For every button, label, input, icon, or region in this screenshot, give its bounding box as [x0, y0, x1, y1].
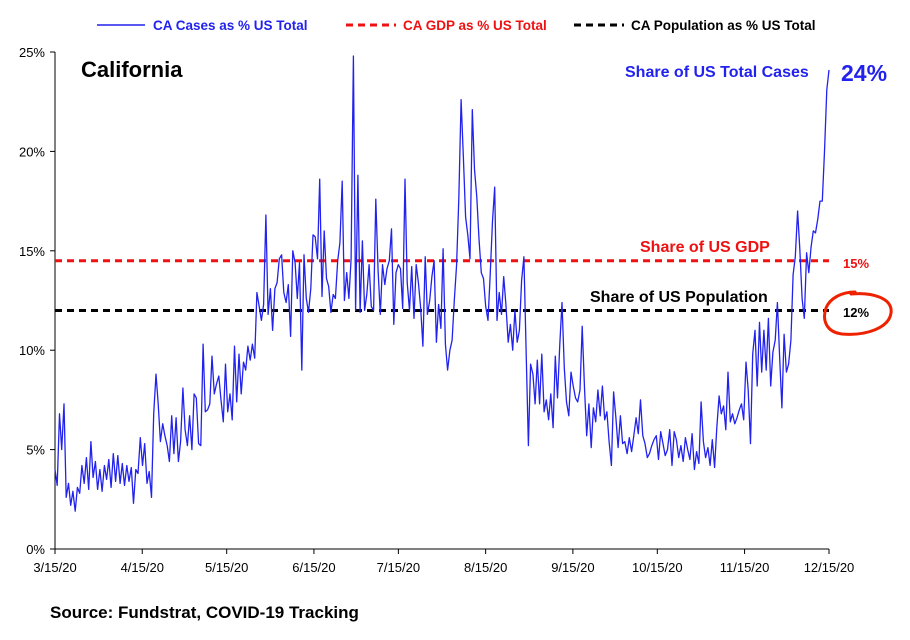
x-tick-label: 4/15/20: [121, 560, 164, 575]
y-tick-label: 15%: [19, 244, 45, 259]
y-tick-label: 25%: [19, 45, 45, 60]
highlight-circle: [823, 290, 893, 336]
chart-canvas: CA Cases as % US Total CA GDP as % US To…: [19, 18, 893, 575]
end-label-cases: 24%: [841, 60, 887, 86]
legend-label-gdp: CA GDP as % US Total: [403, 18, 547, 33]
x-tick-label: 12/15/20: [804, 560, 855, 575]
x-tick-label: 9/15/20: [551, 560, 594, 575]
legend-entry-population: CA Population as % US Total: [574, 18, 816, 33]
x-tick-label: 7/15/20: [377, 560, 420, 575]
y-ticks: 0% 5% 10% 15% 20% 25%: [19, 45, 55, 557]
x-tick-label: 8/15/20: [464, 560, 507, 575]
chart-title: California: [81, 57, 183, 82]
y-tick-label: 20%: [19, 144, 45, 159]
cases-share-line: [54, 55, 830, 512]
x-tick-label: 11/15/20: [720, 560, 770, 575]
x-tick-label: 10/15/20: [632, 560, 683, 575]
source-note: Source: Fundstrat, COVID-19 Tracking: [50, 603, 359, 622]
x-ticks: 3/15/20 4/15/20 5/15/20 6/15/20 7/15/20 8/15/…: [33, 549, 854, 575]
legend-entry-gdp: CA GDP as % US Total: [346, 18, 547, 33]
x-tick-label: 3/15/20: [33, 560, 76, 575]
x-tick-label: 5/15/20: [205, 560, 248, 575]
y-tick-label: 5%: [26, 443, 45, 458]
y-tick-label: 10%: [19, 343, 45, 358]
legend-label-population: CA Population as % US Total: [631, 18, 816, 33]
annotation-cases: Share of US Total Cases: [625, 64, 809, 81]
x-tick-label: 6/15/20: [292, 560, 335, 575]
annotation-population: Share of US Population: [590, 289, 768, 306]
case-series: [54, 55, 830, 512]
legend-entry-cases: CA Cases as % US Total: [97, 18, 308, 33]
legend: CA Cases as % US Total CA GDP as % US To…: [97, 18, 816, 33]
end-label-gdp: 15%: [843, 256, 869, 271]
legend-label-cases: CA Cases as % US Total: [153, 18, 308, 33]
y-tick-label: 0%: [26, 542, 45, 557]
annotation-gdp: Share of US GDP: [640, 239, 770, 256]
end-label-population: 12%: [843, 305, 869, 320]
